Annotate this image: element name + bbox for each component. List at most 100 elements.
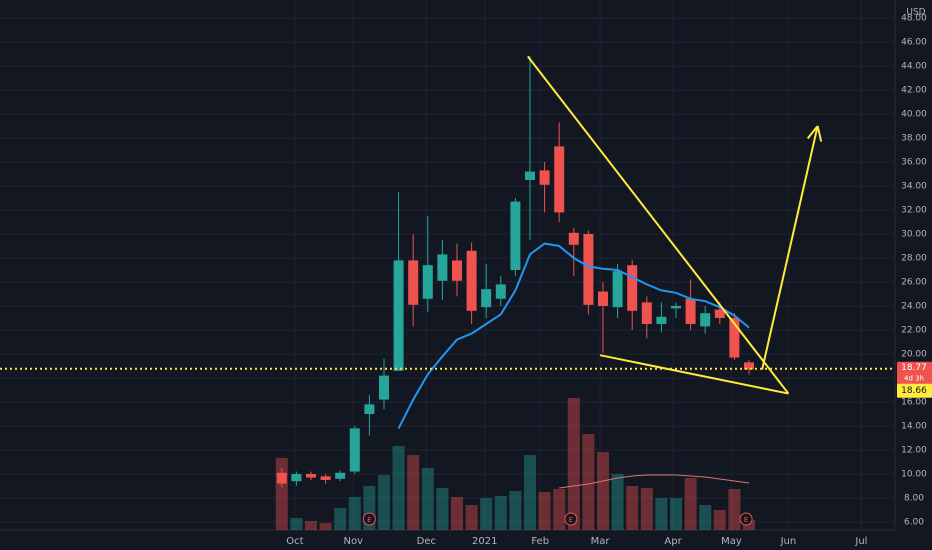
y-tick-label: 8.00 [904, 493, 924, 503]
volume-bar [523, 455, 536, 530]
candle-body [422, 265, 433, 299]
candle-body [451, 260, 462, 281]
earnings-label: E [367, 516, 371, 524]
y-tick-label: 38.00 [901, 133, 927, 143]
volume-bar [684, 478, 697, 530]
y-tick-label: 10.00 [901, 469, 927, 479]
y-tick-label: 36.00 [901, 157, 927, 167]
candle-body [597, 291, 608, 306]
volume-bar [655, 498, 668, 530]
trend-line [761, 125, 819, 370]
candle-body [656, 316, 667, 324]
candle-body [510, 201, 521, 270]
y-tick-label: 34.00 [901, 181, 927, 191]
countdown-label: 4d 3h [904, 375, 924, 383]
candles [276, 56, 754, 488]
x-tick-label: Mar [591, 536, 611, 547]
x-tick-label: Jun [780, 536, 797, 547]
volume-ma-line [559, 474, 750, 489]
candle-body [743, 362, 754, 370]
candle-body [568, 232, 579, 245]
volume-pane [275, 398, 755, 530]
volume-bar [377, 475, 390, 530]
marker-price-box [897, 383, 932, 398]
candle-body [335, 472, 346, 479]
volume-bar [728, 489, 741, 530]
volume-bar [436, 488, 449, 530]
x-tick-label: Dec [417, 536, 436, 547]
candle-body [378, 375, 389, 400]
candle-body [291, 473, 302, 482]
x-tick-label: Apr [664, 536, 682, 547]
x-tick-label: Nov [344, 536, 364, 547]
candle-body [714, 309, 725, 318]
volume-bar [742, 520, 755, 530]
volume-bar [538, 492, 551, 530]
volume-bar [480, 498, 493, 530]
candle-body [466, 250, 477, 311]
volume-bar [334, 508, 347, 530]
last-price-box [897, 361, 932, 386]
candle-body [627, 265, 638, 311]
earnings-label: E [569, 516, 573, 524]
volume-bar [669, 498, 682, 530]
candle-body [524, 171, 535, 180]
volume-bar [567, 398, 580, 530]
y-tick-label: 28.00 [901, 253, 927, 263]
grid [0, 0, 895, 530]
volume-bar [699, 505, 712, 530]
volume-bar [713, 510, 726, 530]
candle-body [481, 289, 492, 308]
arrow-head [816, 125, 823, 142]
candle-body [729, 317, 740, 358]
volume-bar [348, 497, 361, 530]
y-tick-label: 16.00 [901, 397, 927, 407]
y-tick-label: 40.00 [901, 109, 927, 119]
earnings-marker [739, 512, 753, 526]
y-tick-label: 32.00 [901, 205, 927, 215]
candle-body [364, 404, 375, 414]
last-price-label: 18.77 [901, 363, 927, 373]
earnings-marker [362, 512, 376, 526]
y-tick-label: 6.00 [904, 517, 924, 527]
candle-body [276, 472, 287, 484]
volume-bar [392, 446, 405, 530]
y-tick-label: 14.00 [901, 421, 927, 431]
earnings-marker [564, 512, 578, 526]
volume-bar [450, 497, 463, 530]
volume-bar [509, 491, 522, 530]
y-tick-label: 30.00 [901, 229, 927, 239]
candle-body [685, 298, 696, 324]
candle-body [554, 146, 565, 213]
y-tick-label: 44.00 [901, 61, 927, 71]
candle-body [437, 254, 448, 281]
candle-body [495, 284, 506, 299]
volume-bar [319, 523, 332, 530]
x-tick-label: Jul [854, 536, 867, 547]
volume-bar [407, 455, 420, 530]
volume-bar [640, 488, 653, 530]
x-tick-label: Feb [531, 536, 549, 547]
y-tick-label: 20.00 [901, 349, 927, 359]
trend-line [527, 55, 790, 395]
x-tick-label: Oct [286, 536, 303, 547]
ma-line [397, 242, 750, 429]
volume-bar [553, 489, 566, 530]
y-tick-label: 26.00 [901, 277, 927, 287]
volume-bar [596, 452, 609, 530]
candle-body [583, 233, 594, 305]
y-tick-label: 42.00 [901, 85, 927, 95]
volume-bar [626, 486, 639, 530]
y-tick-label: 48.00 [901, 13, 927, 23]
trend-line [599, 354, 789, 395]
volume-bar [304, 521, 317, 530]
candle-body [393, 260, 404, 371]
candle-body [408, 260, 419, 305]
x-tick-label: May [721, 536, 742, 547]
volume-bar [611, 474, 624, 530]
candle-body [305, 473, 316, 478]
y-tick-label: 24.00 [901, 301, 927, 311]
y-tick-label: 12.00 [901, 445, 927, 455]
